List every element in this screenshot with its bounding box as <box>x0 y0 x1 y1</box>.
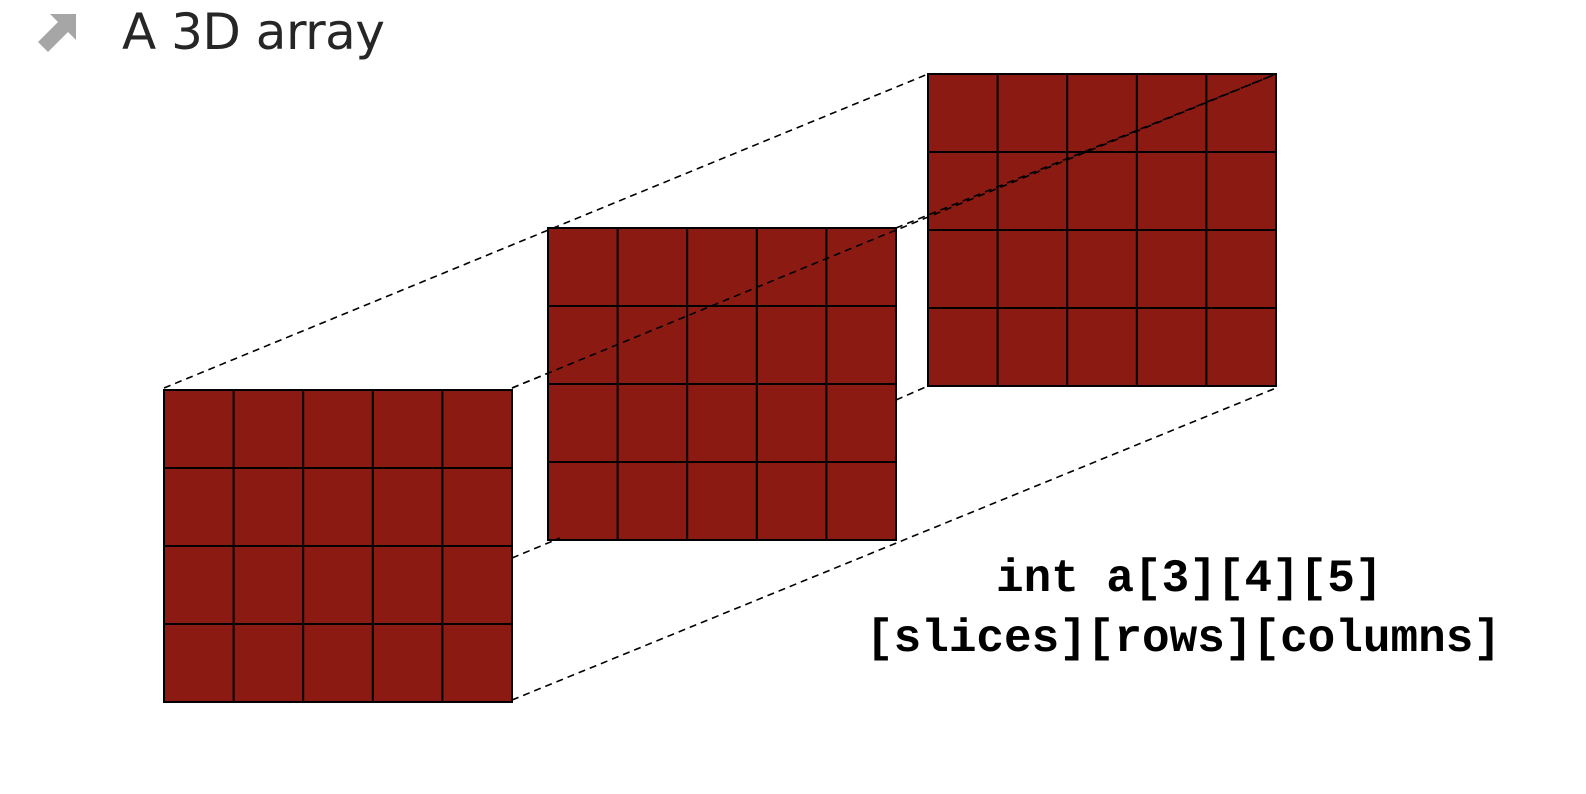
array-slice-1 <box>547 227 897 541</box>
perspective-line-top-left <box>163 73 929 389</box>
perspective-line-bottom-left-front <box>511 537 561 559</box>
dimension-labels: [slices][rows][columns] <box>866 613 1501 665</box>
array-slice-2 <box>927 73 1277 387</box>
perspective-line-bottom-left-back <box>895 385 929 401</box>
array-slice-0 <box>163 389 513 703</box>
perspective-line-over-back-slice <box>895 73 1277 229</box>
array-declaration: int a[3][4][5] <box>996 553 1383 605</box>
arrow-up-right-icon <box>38 14 76 52</box>
perspective-line-over-middle-slice <box>511 229 897 389</box>
slide-title: A 3D array <box>122 3 385 61</box>
perspective-line-bottom-right <box>511 387 1277 701</box>
